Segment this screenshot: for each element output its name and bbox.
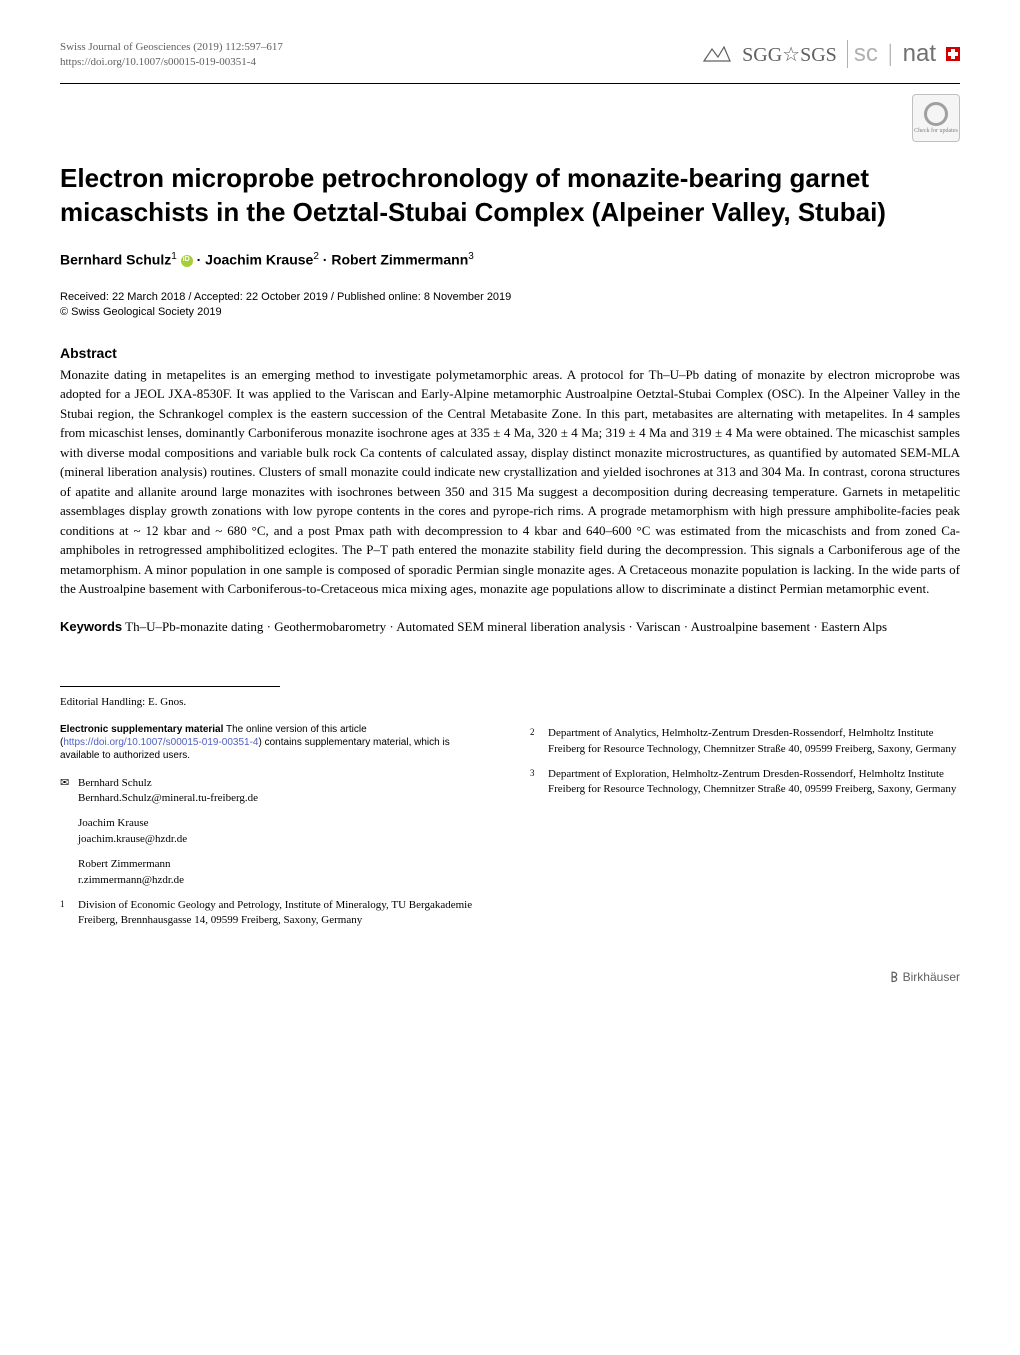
supp-label: Electronic supplementary material — [60, 724, 223, 735]
affiliation-3: 3 Department of Exploration, Helmholtz-Z… — [530, 767, 960, 798]
journal-line: Swiss Journal of Geosciences (2019) 112:… — [60, 40, 283, 55]
affil-1-num: 1 — [60, 898, 78, 929]
crossmark-circle-icon — [924, 102, 948, 126]
crossmark-label: Check for updates — [914, 128, 958, 134]
article-title: Electron microprobe petrochronology of m… — [60, 162, 960, 230]
journal-logos: SGG☆SGS sc | nat — [702, 40, 960, 68]
author-sep-1: · — [197, 252, 206, 268]
left-column: Editorial Handling: E. Gnos. Electronic … — [60, 686, 490, 939]
contact-2-name: Joachim Krause — [60, 816, 490, 831]
contact-corresponding: Bernhard Schulz Bernhard.Schulz@mineral.… — [60, 776, 490, 807]
author-3-name: Robert Zimmermann — [331, 252, 468, 268]
sc-label: sc — [847, 40, 878, 68]
author-2-name: Joachim Krause — [205, 252, 313, 268]
contact-block: Robert Zimmermann r.zimmermann@hzdr.de — [60, 857, 490, 888]
header-row: Swiss Journal of Geosciences (2019) 112:… — [60, 40, 960, 75]
orcid-icon[interactable] — [181, 255, 193, 267]
affil-2-num: 2 — [530, 726, 548, 757]
sgg-label: SGG☆SGS — [742, 42, 837, 67]
author-1-sup: 1 — [171, 251, 177, 262]
affil-1-text: Division of Economic Geology and Petrolo… — [78, 898, 490, 929]
keywords-label: Keywords — [60, 619, 122, 634]
publication-dates: Received: 22 March 2018 / Accepted: 22 O… — [60, 290, 960, 321]
supp-link[interactable]: https://doi.org/10.1007/s00015-019-00351… — [63, 737, 258, 748]
footer: 𐌁 Birkhäuser — [60, 969, 960, 986]
publisher-block: 𐌁 Birkhäuser — [890, 969, 960, 986]
crossmark-badge[interactable]: Check for updates — [912, 94, 960, 142]
birkhauser-icon: 𐌁 — [890, 969, 899, 986]
publisher-name: Birkhäuser — [903, 970, 960, 984]
keywords-block: Keywords Th–U–Pb-monazite dating · Geoth… — [60, 617, 960, 637]
abstract-text: Monazite dating in metapelites is an eme… — [60, 365, 960, 599]
affil-2-text: Department of Analytics, Helmholtz-Zentr… — [548, 726, 960, 757]
doi-line: https://doi.org/10.1007/s00015-019-00351… — [60, 55, 283, 70]
dates-line2: © Swiss Geological Society 2019 — [60, 305, 960, 320]
author-2-sup: 2 — [313, 251, 319, 262]
affil-3-text: Department of Exploration, Helmholtz-Zen… — [548, 767, 960, 798]
editorial-handling: Editorial Handling: E. Gnos. — [60, 686, 280, 710]
logo-bar: | — [888, 41, 893, 68]
contact-block: Joachim Krause joachim.krause@hzdr.de — [60, 816, 490, 847]
mountain-icon — [702, 45, 732, 63]
journal-info: Swiss Journal of Geosciences (2019) 112:… — [60, 40, 283, 71]
keywords-text: Th–U–Pb-monazite dating · Geothermobarom… — [122, 619, 887, 634]
contact-1-email: Bernhard.Schulz@mineral.tu-freiberg.de — [60, 791, 490, 806]
contact-2-email: joachim.krause@hzdr.de — [60, 832, 490, 847]
author-1-name: Bernhard Schulz — [60, 252, 171, 268]
dates-line1: Received: 22 March 2018 / Accepted: 22 O… — [60, 290, 960, 305]
authors-list: Bernhard Schulz1 · Joachim Krause2 · Rob… — [60, 251, 960, 268]
divider — [60, 83, 960, 84]
contact-3-name: Robert Zimmermann — [60, 857, 490, 872]
bottom-two-column: Editorial Handling: E. Gnos. Electronic … — [60, 686, 960, 939]
abstract-heading: Abstract — [60, 345, 960, 361]
page-container: Swiss Journal of Geosciences (2019) 112:… — [0, 0, 1020, 1016]
supplementary-block: Electronic supplementary material The on… — [60, 723, 490, 762]
affiliation-1: 1 Division of Economic Geology and Petro… — [60, 898, 490, 929]
affiliation-2: 2 Department of Analytics, Helmholtz-Zen… — [530, 726, 960, 757]
crossmark-area: Check for updates — [60, 94, 960, 142]
contact-3-email: r.zimmermann@hzdr.de — [60, 873, 490, 888]
nat-label: nat — [903, 40, 936, 68]
contact-1-name: Bernhard Schulz — [60, 776, 490, 791]
affil-3-num: 3 — [530, 767, 548, 798]
right-column: 2 Department of Analytics, Helmholtz-Zen… — [530, 686, 960, 939]
spacer — [530, 686, 960, 726]
swiss-cross-icon — [946, 47, 960, 61]
author-3-sup: 3 — [468, 251, 474, 262]
